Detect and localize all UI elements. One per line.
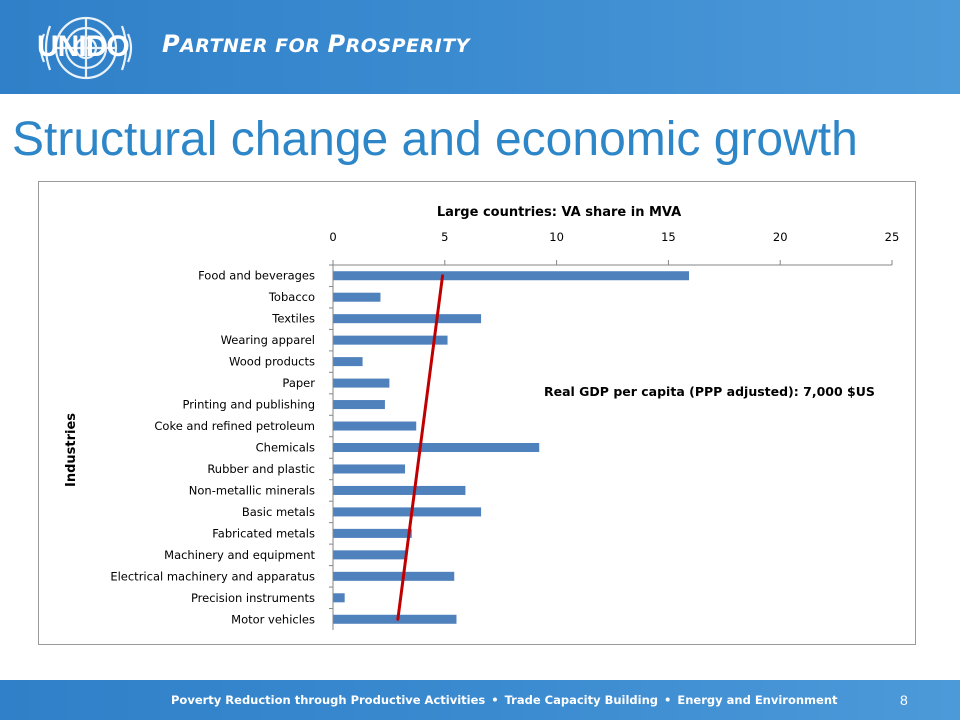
category-label: Machinery and equipment [164, 548, 315, 562]
category-label: Wood products [229, 355, 315, 369]
footer-item-poverty: Poverty Reduction through Productive Act… [171, 693, 486, 707]
category-label: Basic metals [242, 505, 315, 519]
bar-group [333, 271, 690, 624]
category-label: Fabricated metals [212, 526, 315, 540]
category-label: Chemicals [256, 441, 315, 455]
bar [333, 271, 690, 281]
x-tick-label: 25 [885, 230, 900, 244]
x-tick-label: 20 [773, 230, 788, 244]
bar [333, 507, 482, 517]
category-label: Motor vehicles [231, 612, 315, 626]
bar [333, 528, 412, 538]
bar [333, 442, 540, 453]
y-axis-label: Industries [64, 413, 79, 487]
bar [333, 485, 466, 495]
footer-separator: • [491, 693, 499, 707]
category-label: Wearing apparel [221, 333, 315, 347]
trend-line [396, 274, 445, 621]
category-label: Electrical machinery and apparatus [110, 569, 315, 583]
footer-separator: • [664, 693, 672, 707]
un-emblem-icon [39, 16, 133, 80]
bar [333, 292, 381, 302]
bar [333, 464, 406, 474]
bar [333, 550, 408, 560]
page-number: 8 [900, 692, 908, 708]
footer-item-energy: Energy and Environment [677, 693, 838, 707]
bar [333, 614, 457, 624]
category-label: Non-metallic minerals [189, 483, 315, 497]
unido-logo: UNIDO [37, 30, 130, 63]
footer-bar: Poverty Reduction through Productive Act… [0, 680, 960, 720]
footer-text: Poverty Reduction through Productive Act… [171, 693, 838, 707]
gdp-annotation: Real GDP per capita (PPP adjusted): 7,00… [544, 384, 875, 399]
x-tick-group: 0 5 10 15 20 25 [329, 230, 899, 265]
slide-title: Structural change and economic growth [12, 113, 858, 166]
category-label-group: Food and beverages Tobacco Textiles Wearing… [110, 264, 333, 626]
bar [333, 421, 417, 431]
x-tick-label: 5 [441, 230, 448, 244]
bar-chart: Large countries: VA share in MVA Industr… [64, 205, 899, 630]
category-label: Textiles [271, 312, 315, 326]
tagline-rest-1: ARTNER FOR [180, 35, 328, 57]
category-label: Tobacco [268, 290, 315, 304]
header-bar: UNIDO PARTNER FOR PROSPERITY [0, 0, 960, 94]
x-tick-label: 10 [549, 230, 564, 244]
bar [333, 571, 455, 581]
bar [333, 357, 363, 367]
bar [333, 378, 390, 388]
bar [333, 400, 385, 410]
tagline: PARTNER FOR PROSPERITY [162, 30, 470, 58]
footer-item-trade: Trade Capacity Building [504, 693, 659, 707]
category-label: Food and beverages [198, 269, 315, 283]
chart-frame: Large countries: VA share in MVA Industr… [38, 181, 916, 645]
category-label: Paper [282, 376, 315, 390]
category-label: Printing and publishing [182, 398, 315, 412]
category-label: Coke and refined petroleum [154, 419, 315, 433]
category-label: Precision instruments [191, 591, 315, 605]
tagline-cap-2: P [327, 30, 346, 58]
category-label: Rubber and plastic [207, 462, 315, 476]
bar [333, 314, 482, 324]
tagline-rest-2: ROSPERITY [345, 35, 470, 57]
bar [333, 335, 448, 345]
x-tick-label: 15 [661, 230, 676, 244]
tagline-cap-1: P [162, 30, 181, 58]
bar [333, 593, 345, 603]
x-tick-label: 0 [329, 230, 336, 244]
chart-title: Large countries: VA share in MVA [437, 205, 681, 220]
